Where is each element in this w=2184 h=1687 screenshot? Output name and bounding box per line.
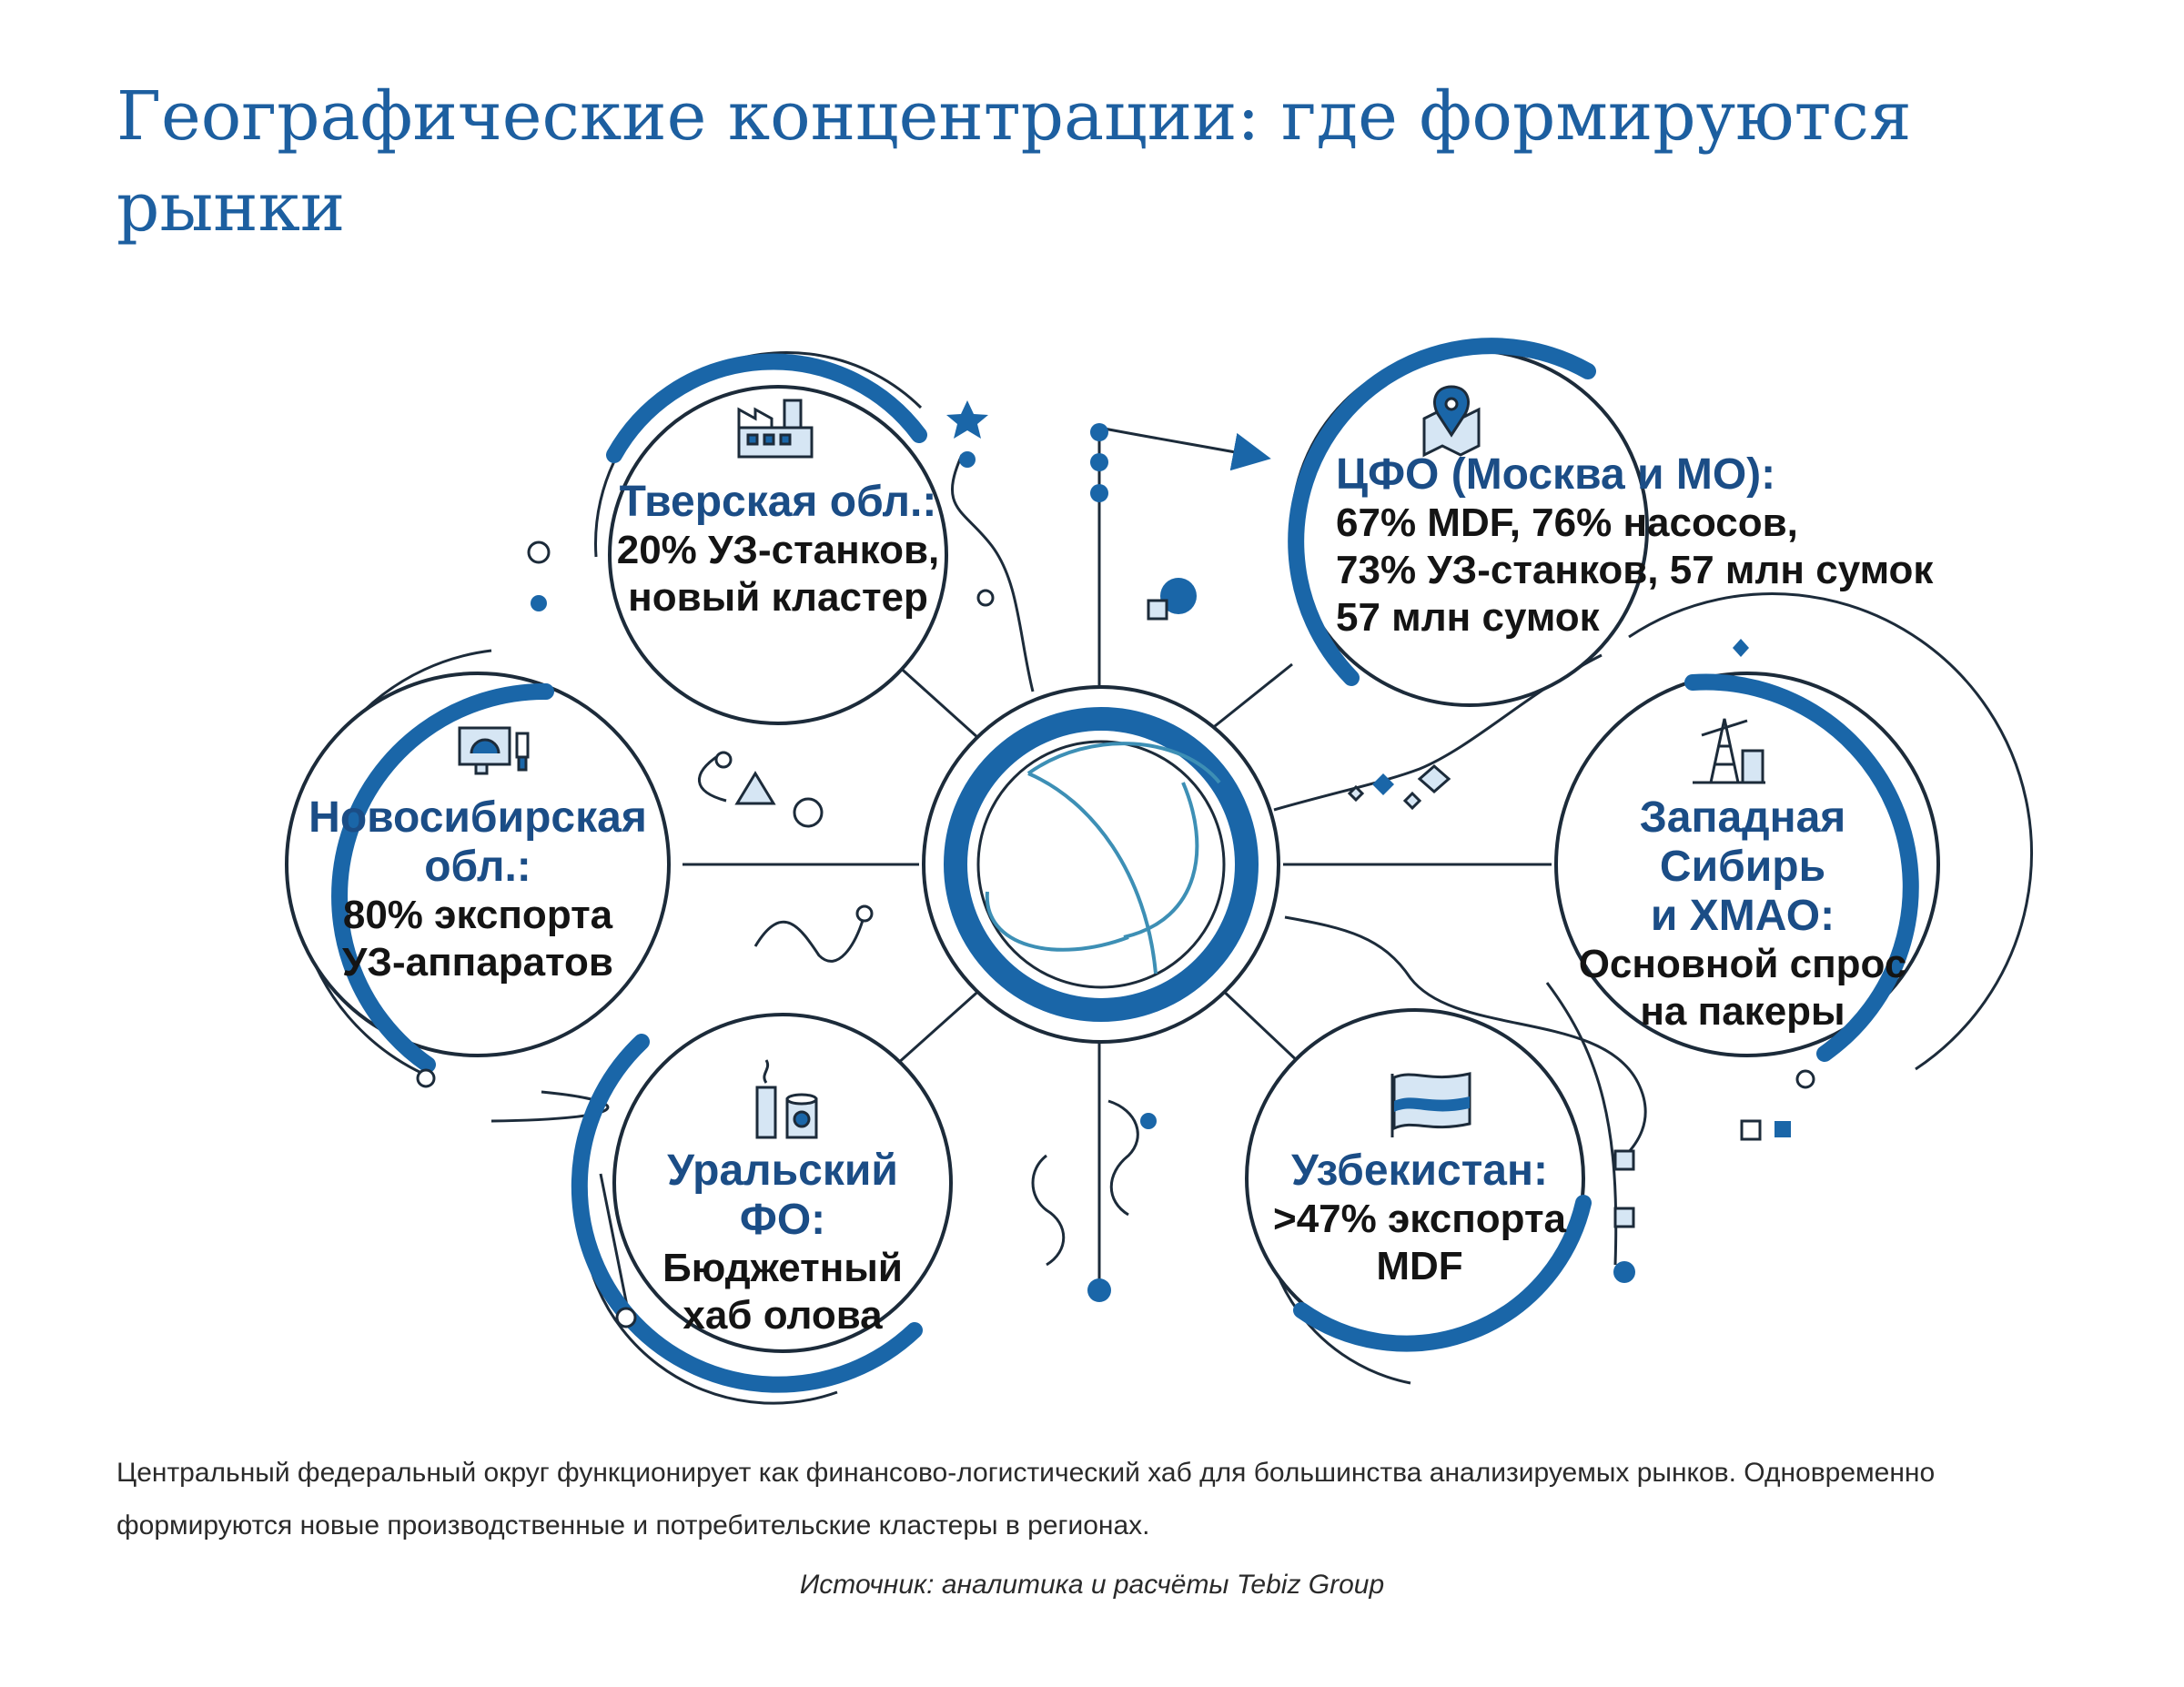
node-title-west-siberia: Западная Сибирь и ХМАО: <box>1639 793 1846 940</box>
connector-lines <box>490 426 1647 1311</box>
tin-can-factory-icon <box>755 1059 818 1139</box>
source-caption: Источник: аналитика и расчёты Tebiz Grou… <box>799 1570 1385 1600</box>
hub-globe-arc-1 <box>1026 742 1221 784</box>
decorative-markers <box>416 400 1815 1328</box>
squiggle-tver-down <box>698 753 727 803</box>
node-title-uzbekistan: Узбекистан: <box>1291 1147 1548 1195</box>
node-title-novosibirsk: Новосибирская обл.: <box>308 793 647 891</box>
star-icon <box>946 400 988 439</box>
triangle-icon <box>734 771 776 805</box>
node-circles <box>285 338 1940 1393</box>
node-novosibirsk <box>285 672 671 1073</box>
node-body-ural: Бюджетный хаб олова <box>662 1246 903 1338</box>
node-body-cfo: 67% MDF, 76% насосов, 73% УЗ-станков, 57… <box>1336 500 1934 640</box>
node-title-cfo: ЦФО (Москва и МО): <box>1336 450 1776 499</box>
description-text: Центральный федеральный округ функционир… <box>116 1458 1936 1541</box>
spoke-uzbekistan <box>1218 985 1303 1066</box>
arrow-to-cfo <box>1098 426 1271 471</box>
squiggle-tver <box>951 454 1035 692</box>
node-text-tver: Тверская обл.: 20% УЗ-станков, новый кла… <box>596 478 960 621</box>
node-tver <box>606 353 948 725</box>
hub-globe-arc-2 <box>1027 772 1158 975</box>
hub-inner-ring <box>976 740 1226 989</box>
squiggle-lower-left <box>753 914 866 963</box>
node-body-tver: 20% УЗ-станков, новый кластер <box>616 528 940 620</box>
arc-west-outer <box>1628 592 2033 1071</box>
node-title-tver: Тверская обл.: <box>619 478 937 526</box>
hub-blue-ring <box>944 707 1259 1022</box>
factory-icon <box>737 399 814 459</box>
node-text-west-siberia: Западная Сибирь и ХМАО: Основной спрос н… <box>1561 793 1925 1035</box>
map-pin-icon <box>1422 385 1481 458</box>
regions-diagram <box>285 338 2033 1405</box>
node-uzbekistan <box>1245 1008 1592 1352</box>
squiggle-uzb-link <box>1284 915 1647 1167</box>
spoke-ural <box>895 985 985 1066</box>
flag-icon <box>1390 1072 1471 1137</box>
node-body-west-siberia: Основной спрос на пакеры <box>1578 942 1907 1034</box>
ultrasound-device-icon <box>458 726 530 775</box>
node-cfo <box>1288 338 1649 707</box>
connector-ural-left <box>599 1173 630 1311</box>
spoke-cfo <box>1200 662 1293 739</box>
spoke-tver <box>895 662 989 748</box>
hub-globe-arc-4 <box>985 891 1129 952</box>
squiggle-left <box>490 1090 610 1123</box>
node-text-uzbekistan: Узбекистан: >47% экспорта MDF <box>1256 1147 1583 1290</box>
node-body-novosibirsk: 80% экспорта УЗ-аппаратов <box>342 893 613 985</box>
node-body-uzbekistan: >47% экспорта MDF <box>1273 1197 1566 1288</box>
node-west-siberia <box>1554 672 1940 1062</box>
oil-derrick-icon <box>1693 718 1765 784</box>
hub-globe-arc-3 <box>1123 782 1199 939</box>
node-title-ural: Уральский ФО: <box>667 1147 898 1244</box>
page-title: Географические концентрации: где формиру… <box>116 77 1912 247</box>
squiggle-bottom-left <box>1031 1154 1066 1267</box>
node-text-ural: Уральский ФО: Бюджетный хаб олова <box>619 1147 946 1339</box>
squiggle-bottom-right <box>1107 1099 1139 1217</box>
central-hub <box>922 685 1280 1044</box>
node-text-cfo: ЦФО (Москва и МО): 67% MDF, 76% насосов,… <box>1336 450 1936 641</box>
node-text-novosibirsk: Новосибирская обл.: 80% экспорта УЗ-аппа… <box>308 793 647 986</box>
